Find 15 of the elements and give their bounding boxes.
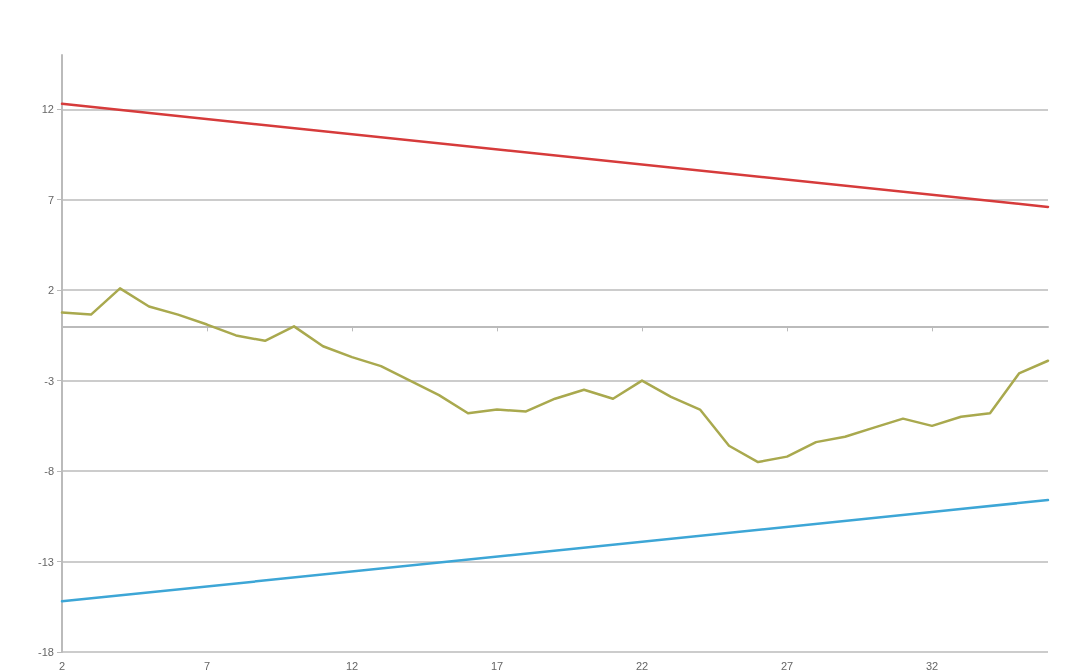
x-tick-label: 2: [58, 659, 66, 671]
y-tick-label: 12: [41, 103, 54, 116]
y-tick-label: -18: [38, 646, 54, 658]
y-tick-label: -13: [38, 555, 54, 568]
x-tick-label: 32: [925, 659, 939, 671]
line-series: [60, 287, 1050, 464]
y-tick-label: -3: [44, 374, 54, 387]
y-tick-label: 7: [47, 193, 54, 206]
x-tick-label: 7: [203, 659, 211, 671]
x-tick-label: 12: [345, 659, 359, 671]
x-tick-label: 22: [635, 659, 649, 671]
y-tick-label: 2: [47, 284, 54, 297]
y-tick-label: -8: [44, 465, 54, 478]
x-tick-label: 27: [780, 659, 794, 671]
x-tick-label: 17: [490, 659, 504, 671]
